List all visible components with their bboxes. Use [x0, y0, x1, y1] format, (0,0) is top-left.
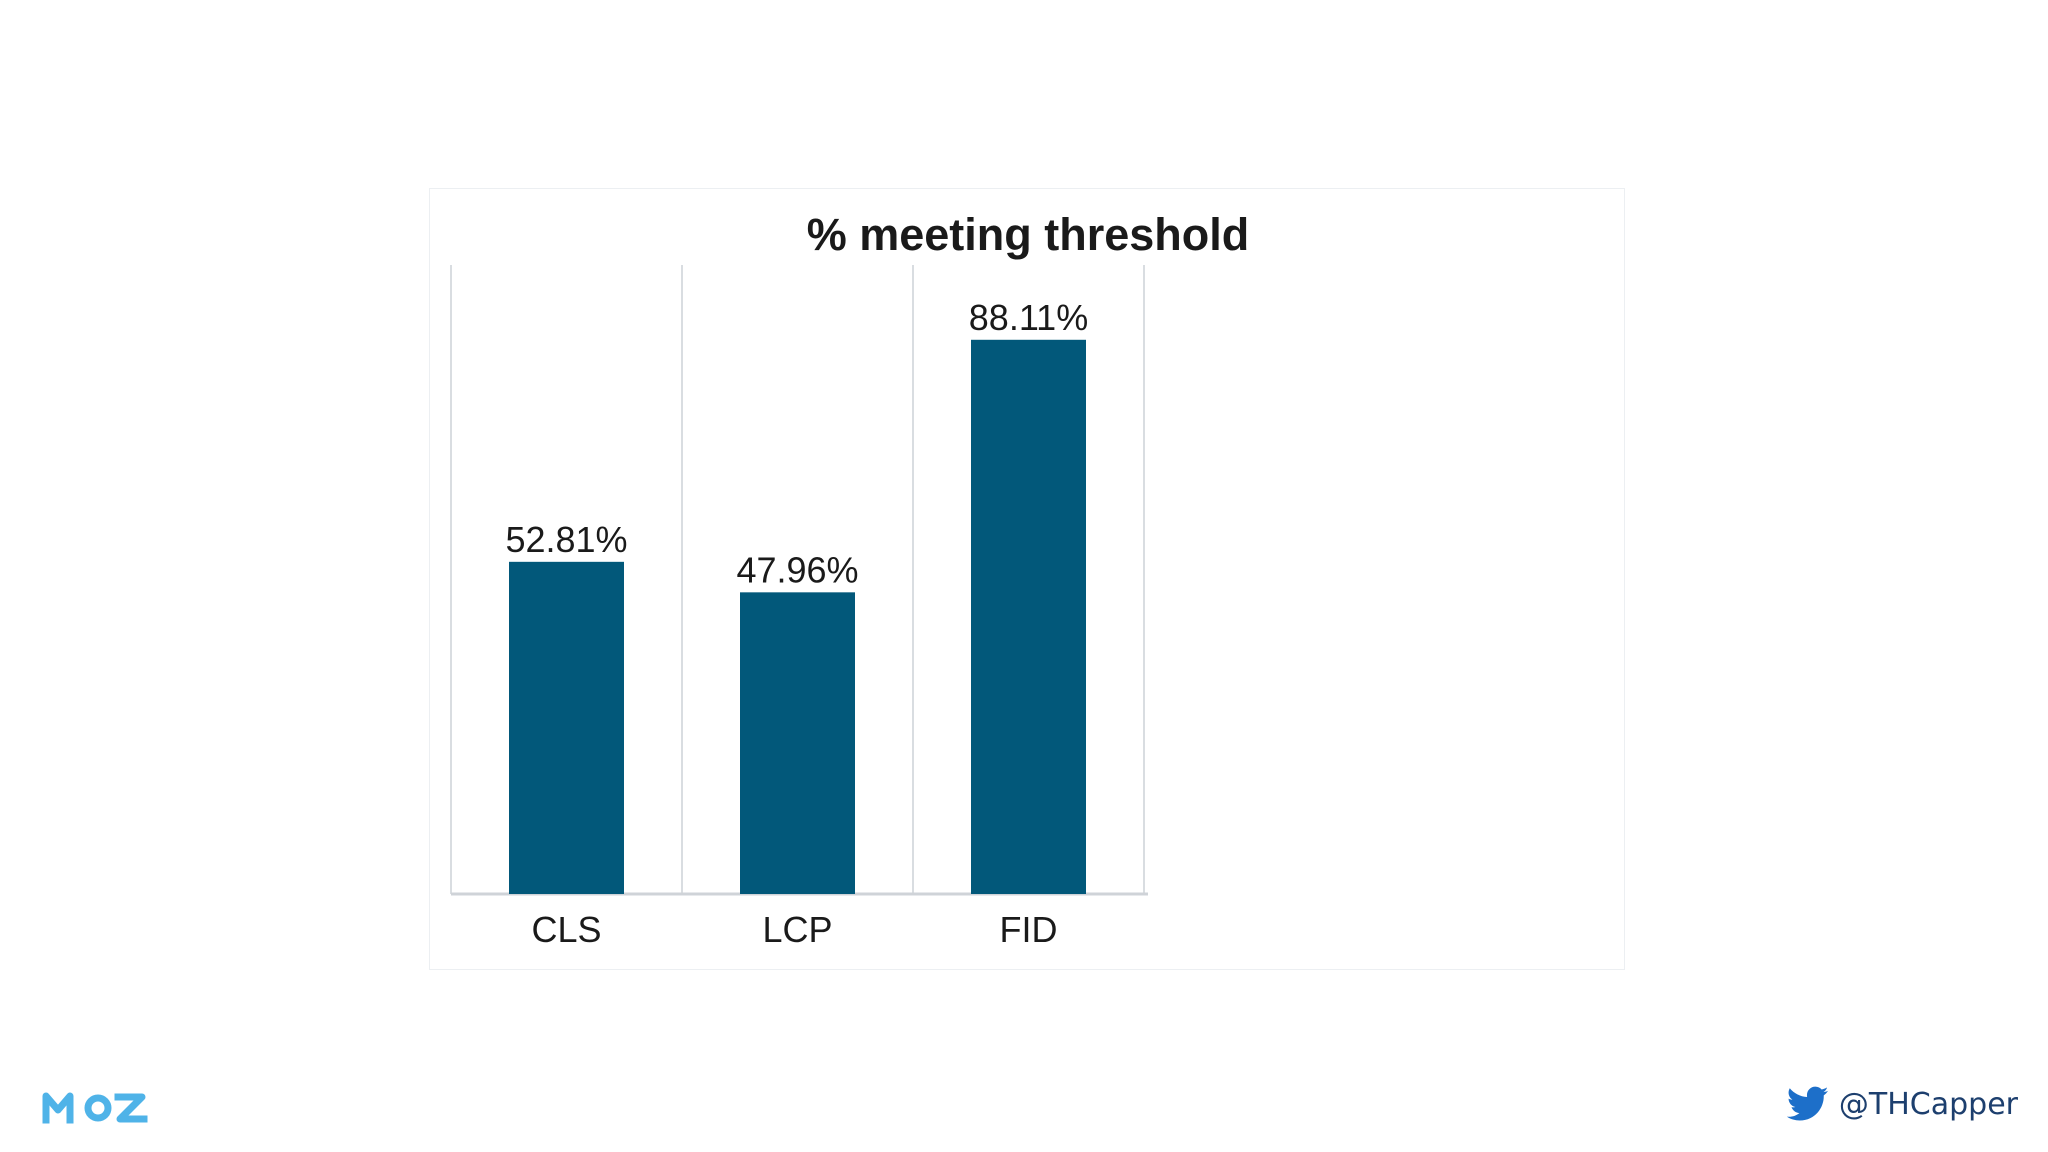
chart-title: % meeting threshold [806, 209, 1250, 260]
data-label-fid: 88.11% [969, 297, 1088, 338]
bar-chart: 52.81% CLS 47.96% LCP 88.11% FID [450, 265, 1148, 950]
tick-label-fid: FID [1000, 909, 1058, 950]
moz-logo [42, 1090, 148, 1129]
data-label-cls: 52.81% [505, 519, 627, 560]
twitter-handle[interactable]: @THCapper [1786, 1086, 2018, 1122]
bar-fid [971, 339, 1086, 894]
twitter-handle-text: @THCapper [1838, 1086, 2018, 1122]
twitter-bird-icon [1786, 1086, 1829, 1121]
tick-label-cls: CLS [531, 909, 601, 950]
data-label-lcp: 47.96% [736, 549, 858, 590]
moz-logo-icon [42, 1092, 148, 1124]
bar-cls [509, 561, 624, 894]
bar-lcp [740, 592, 855, 894]
chart-card: % meeting threshold 52.81% CLS 47.96% LCP 88… [429, 188, 1625, 970]
tick-label-lcp: LCP [762, 909, 832, 950]
